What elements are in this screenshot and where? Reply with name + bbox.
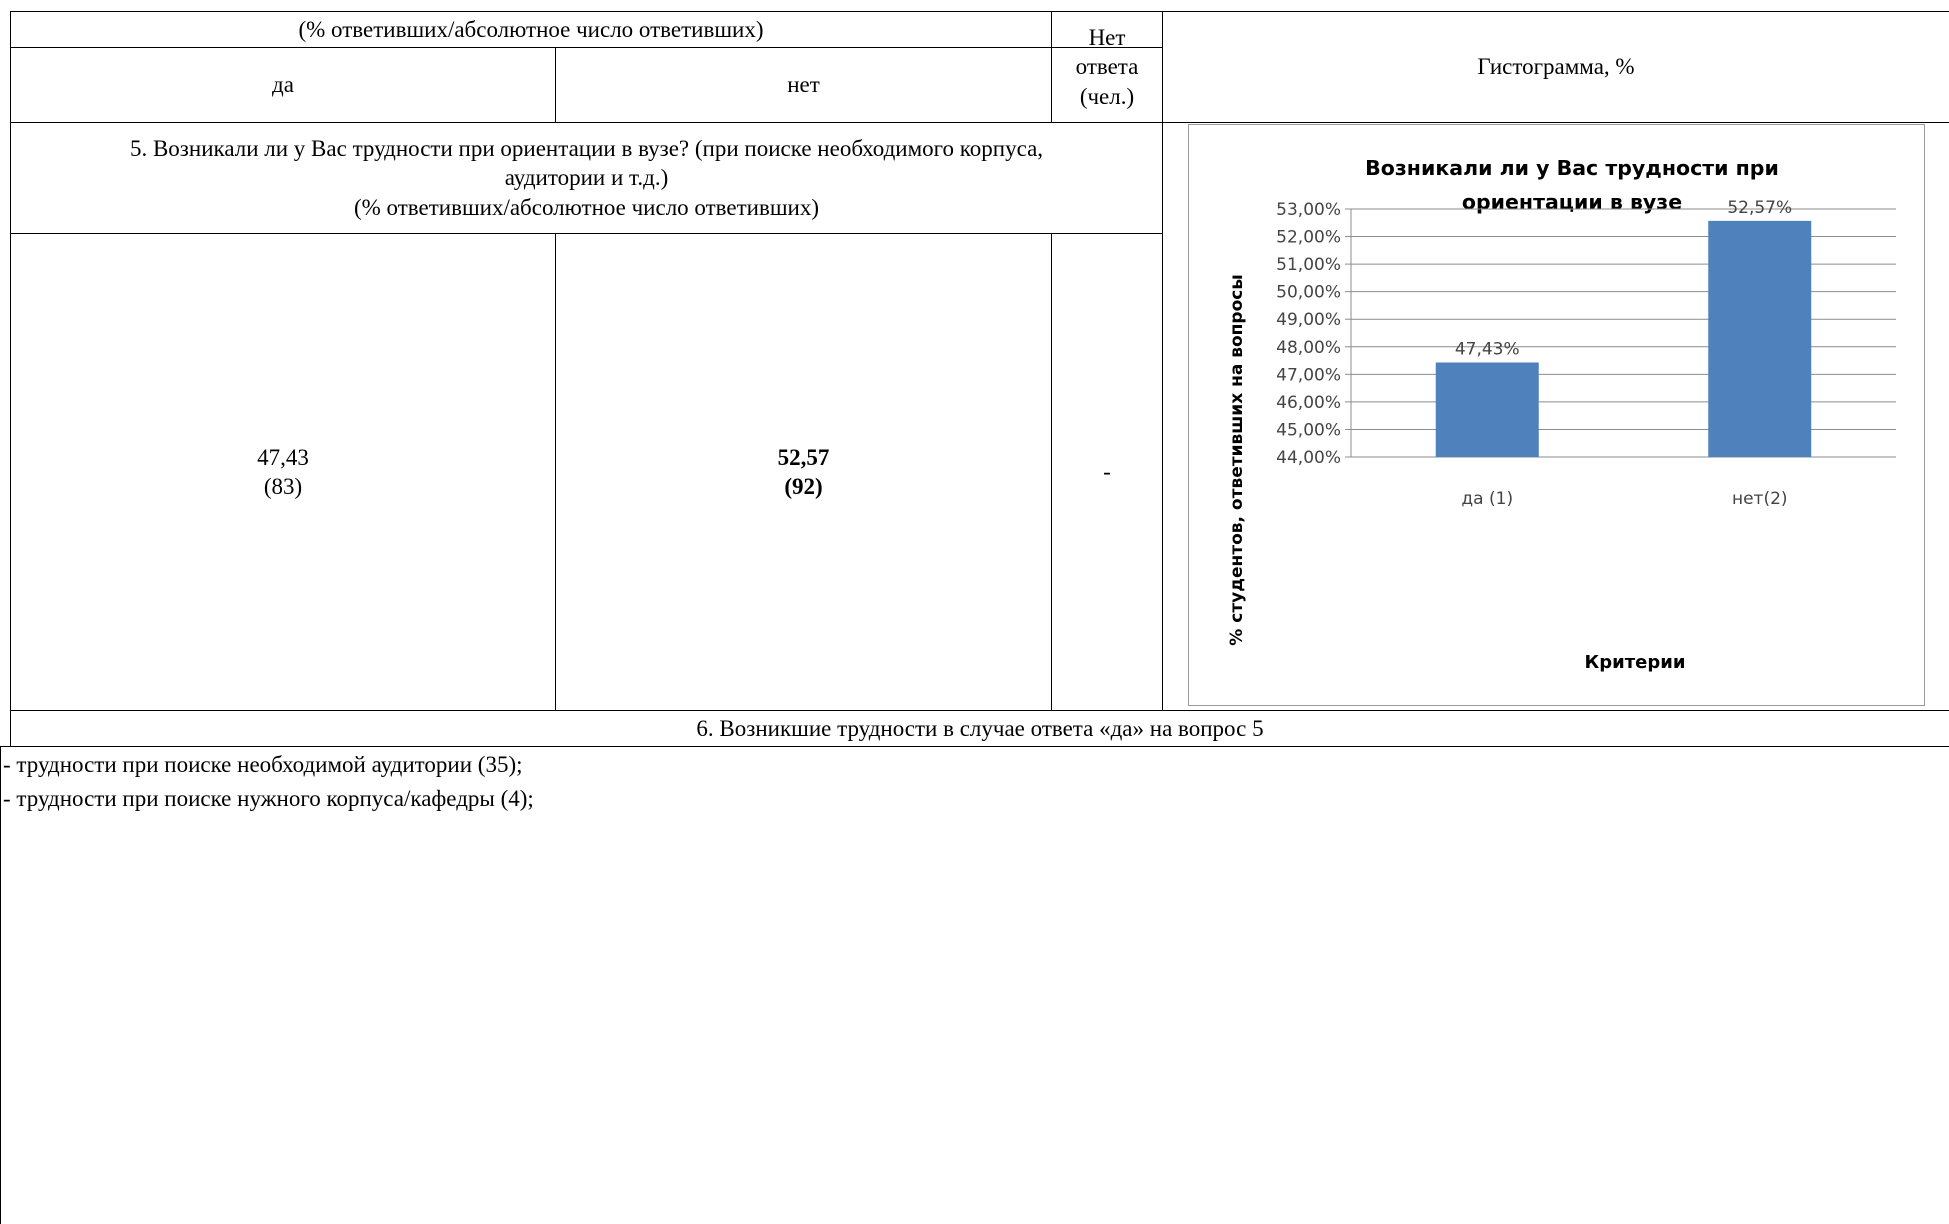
- chart-y-tick-label: 47,00%: [1276, 365, 1341, 385]
- header-col-histogram: Гистограмма, %: [1477, 54, 1635, 80]
- chart-y-tick-label: 46,00%: [1276, 393, 1341, 413]
- header-col-noanswer: Нет ответа (чел.): [1075, 24, 1139, 109]
- chart-bars: 47,43% 52,57%: [1435, 198, 1812, 457]
- chart-y-tick-label: 48,00%: [1276, 338, 1341, 358]
- answer-no-cell: 52,57 (92): [556, 234, 1051, 710]
- rule: [1051, 233, 1052, 710]
- chart-canvas: Возникали ли у Вас трудности при ориента…: [1227, 156, 1896, 673]
- header-group-caption: (% ответивших/абсолютное число ответивши…: [298, 16, 764, 42]
- rule: [1162, 11, 1163, 710]
- chart-bar: [1708, 220, 1812, 457]
- chart-x-tick-label: нет(2): [1732, 489, 1788, 509]
- chart-y-tick-label: 44,00%: [1276, 448, 1341, 468]
- answer-no-count: (92): [784, 474, 823, 499]
- rule: [0, 746, 1, 1224]
- chart-data-label: 52,57%: [1727, 198, 1792, 218]
- histogram-chart: Возникали ли у Вас трудности при ориента…: [1188, 124, 1925, 706]
- rule: [10, 122, 1949, 123]
- chart-title-line-2: ориентации в вузе: [1462, 190, 1682, 214]
- chart-x-ticks: да (1) нет(2): [1461, 489, 1787, 509]
- rule: [555, 233, 556, 710]
- header-col-no: нет: [787, 72, 820, 98]
- rule: [1051, 11, 1052, 122]
- chart-data-label: 47,43%: [1455, 339, 1520, 359]
- rule: [10, 11, 11, 747]
- question-6-title: 6. Возникшие трудности в случае ответа «…: [696, 715, 1264, 741]
- rule: [555, 47, 556, 122]
- difficulty-list-item: - трудности при поиске необходимой аудит…: [3, 752, 523, 777]
- chart-y-tick-label: 45,00%: [1276, 420, 1341, 440]
- question-5-caption: (% ответивших/абсолютное число ответивши…: [353, 194, 820, 220]
- answer-yes-cell: 47,43 (83): [11, 234, 555, 710]
- chart-bar: [1435, 362, 1539, 457]
- chart-title-line-1: Возникали ли у Вас трудности при: [1365, 156, 1779, 180]
- rule: [10, 233, 1162, 234]
- chart-y-ticks: 44,00% 45,00% 46,00% 47,00% 48,00% 49,00% 50,0…: [1276, 200, 1341, 468]
- chart-x-tick-label: да (1): [1461, 489, 1513, 509]
- answer-yes-count: (83): [263, 474, 303, 499]
- chart-y-tick-label: 51,00%: [1276, 255, 1341, 275]
- rule: [10, 47, 1162, 48]
- question-5-text: 5. Возникали ли у Вас трудности при орие…: [129, 135, 1044, 191]
- difficulty-list-item: - трудности при поиске нужного корпуса/к…: [3, 786, 534, 811]
- chart-grid: [1345, 208, 1896, 458]
- chart-y-tick-label: 49,00%: [1276, 310, 1341, 330]
- answer-no-percent: 52,57: [777, 444, 830, 470]
- chart-x-axis-title: Критерии: [1585, 652, 1686, 673]
- chart-y-tick-label: 50,00%: [1276, 283, 1341, 303]
- rule: [10, 11, 1949, 12]
- question-5-block: 5. Возникали ли у Вас трудности при орие…: [11, 123, 1162, 233]
- chart-y-tick-label: 53,00%: [1276, 200, 1341, 220]
- header-col-yes: да: [272, 72, 294, 98]
- chart-y-axis-title: % студентов, ответивших на вопросы: [1227, 274, 1247, 645]
- answer-yes-percent: 47,43: [257, 444, 309, 470]
- chart-y-tick-label: 52,00%: [1276, 228, 1341, 248]
- rule: [0, 746, 1949, 747]
- answer-none-cell: -: [1103, 459, 1111, 485]
- rule: [10, 710, 1949, 711]
